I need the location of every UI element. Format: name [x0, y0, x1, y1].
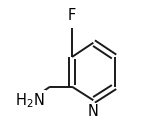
Text: N: N: [88, 104, 99, 119]
Text: H$_2$N: H$_2$N: [15, 91, 45, 110]
Text: F: F: [68, 8, 76, 23]
